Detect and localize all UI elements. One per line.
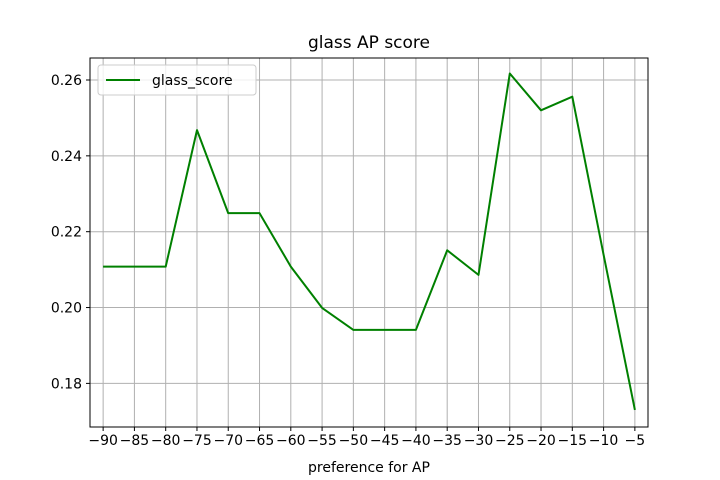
series-layer [103,72,636,411]
series-line-glass-score [103,72,636,411]
x-tick-label: −35 [432,433,462,449]
x-tick-label: −20 [526,433,556,449]
x-tick-label: −5 [625,433,646,449]
legend-entry-label: glass_score [152,73,233,89]
y-tick-label: 0.22 [51,225,82,241]
x-tick-label: −60 [276,433,306,449]
legend: glass_score [97,64,257,96]
plot-area-frame [89,57,649,428]
x-tick-label: −65 [245,433,275,449]
x-tick-label: −45 [370,433,400,449]
x-tick-label: −10 [589,433,619,449]
x-tick-label: −90 [88,433,118,449]
x-tick-label: −30 [464,433,494,449]
x-axis-label: preference for AP [308,460,430,476]
x-tick-label: −70 [213,433,243,449]
x-tick-label: −50 [339,433,369,449]
x-tick-label: −55 [307,433,337,449]
chart-title: glass AP score [308,33,430,53]
x-tick-label: −15 [558,433,588,449]
x-tick-label: −40 [401,433,431,449]
y-tick-label: 0.26 [51,73,82,89]
y-tick-label: 0.20 [51,301,82,317]
tick-layer: −90 −85 −80 −75 −70 −65 −60 −55 −50 −45 −40 −35 −30−… [51,73,645,449]
legend-box [97,64,257,96]
y-tick-label: 0.24 [51,149,82,165]
x-tick-label: −80 [151,433,181,449]
grid-layer [90,58,648,427]
x-tick-label: −75 [182,433,212,449]
x-tick-label: −25 [495,433,525,449]
y-tick-label: 0.18 [51,376,82,392]
x-tick-label: −85 [120,433,150,449]
